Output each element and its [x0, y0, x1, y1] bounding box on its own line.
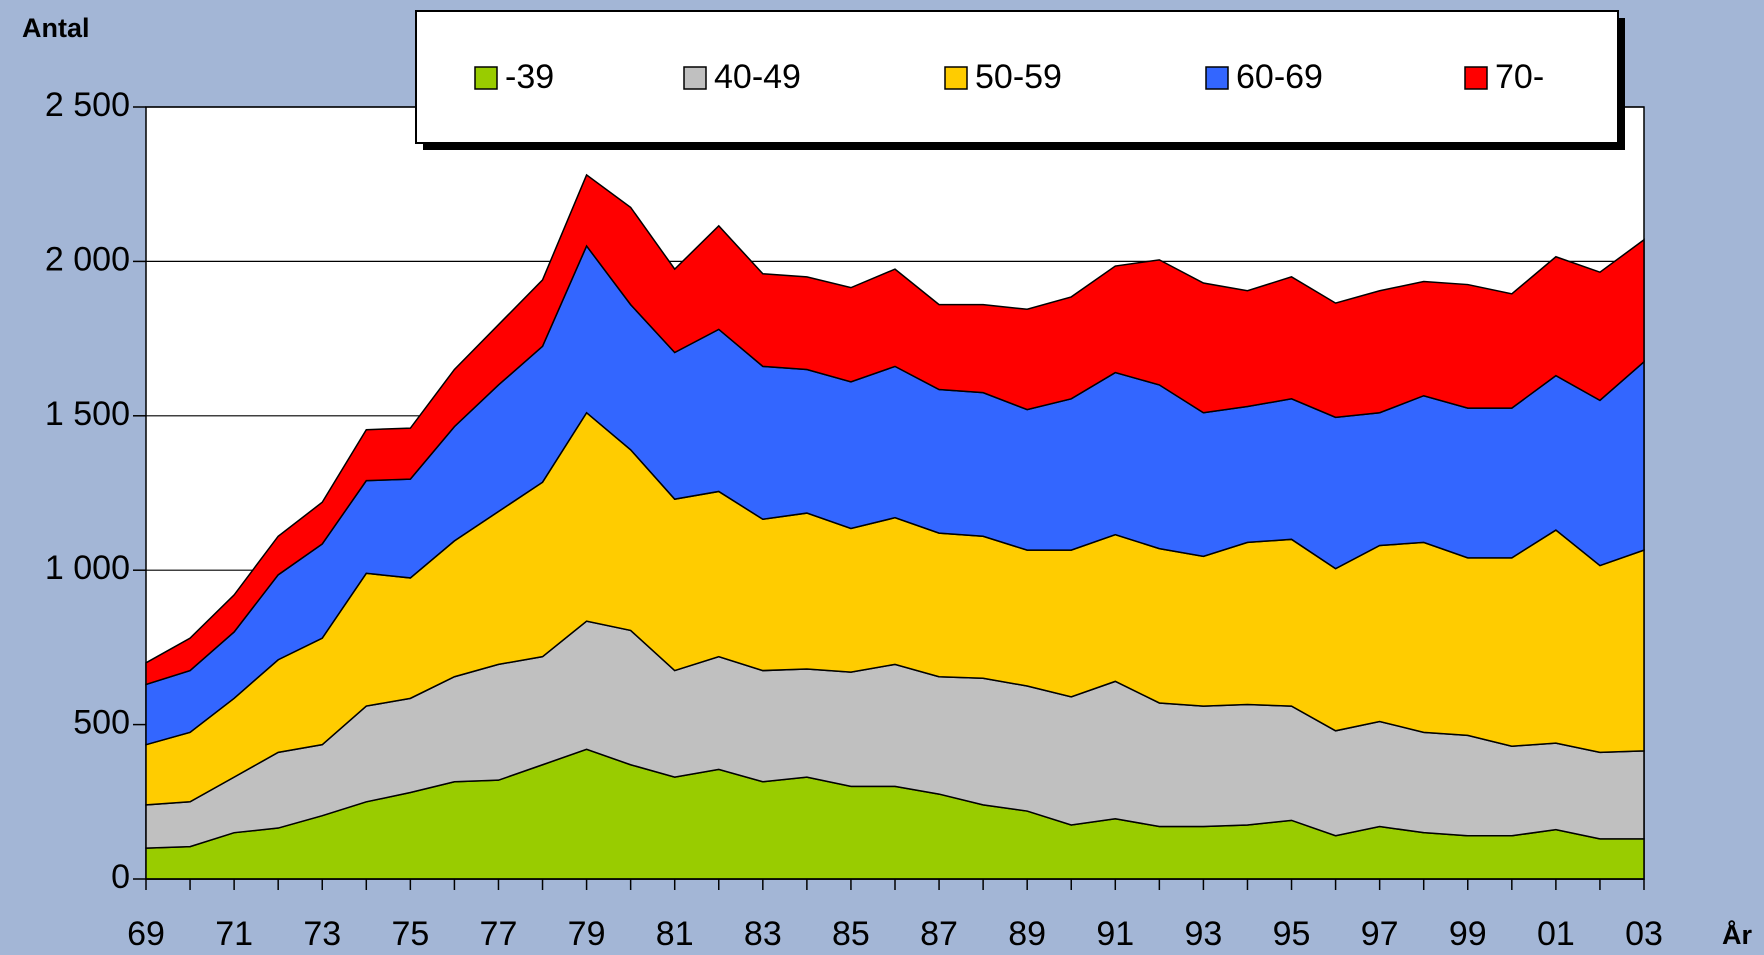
y-tick-label: 2 500: [45, 86, 130, 124]
x-tick-label: 69: [127, 915, 165, 953]
x-tick-label: 01: [1537, 915, 1575, 953]
y-axis-label: Antal: [22, 13, 90, 43]
x-tick-label: 77: [480, 915, 518, 953]
y-tick-label: 1 000: [45, 549, 130, 587]
legend-swatch: [1464, 66, 1488, 90]
x-tick-label: 87: [920, 915, 958, 953]
y-tick-label: 1 500: [45, 395, 130, 433]
x-tick-label: 85: [832, 915, 870, 953]
x-tick-label: 89: [1008, 915, 1046, 953]
legend-label: 70-: [1495, 58, 1544, 96]
legend-box: [415, 10, 1619, 144]
x-tick-label: 79: [568, 915, 606, 953]
legend-label: 60-69: [1236, 58, 1323, 96]
legend-label: 50-59: [975, 58, 1062, 96]
y-tick-label: 0: [111, 858, 130, 896]
x-tick-label: 83: [744, 915, 782, 953]
x-tick-label: 97: [1361, 915, 1399, 953]
x-tick-label: 99: [1449, 915, 1487, 953]
legend-swatch: [683, 66, 707, 90]
legend: -39 40-49 50-59 60-69 70-: [415, 10, 1625, 150]
legend-swatch: [944, 66, 968, 90]
x-tick-label: 71: [215, 915, 253, 953]
legend-label: -39: [505, 58, 554, 96]
x-tick-label: 93: [1184, 915, 1222, 953]
x-tick-label: 73: [303, 915, 341, 953]
area: [145, 173, 1645, 686]
x-tick-label: 95: [1273, 915, 1311, 953]
x-tick-label: 91: [1096, 915, 1134, 953]
y-tick-label: 2 000: [45, 240, 130, 278]
x-tick-label: 03: [1625, 915, 1663, 953]
x-tick-label: 75: [391, 915, 429, 953]
x-axis-label: År: [1722, 919, 1752, 950]
y-tick-label: 500: [73, 704, 130, 742]
x-tick-label: 81: [656, 915, 694, 953]
legend-label: 40-49: [714, 58, 801, 96]
legend-swatch: [474, 66, 498, 90]
legend-swatch: [1205, 66, 1229, 90]
